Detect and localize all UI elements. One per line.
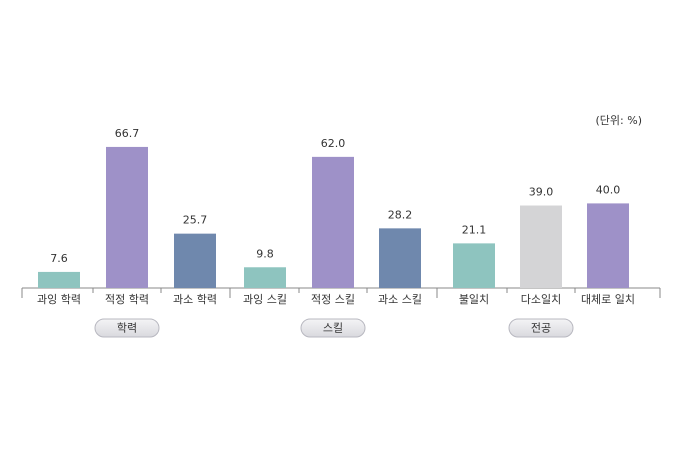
value-label: 7.6	[50, 252, 68, 265]
bar	[453, 243, 495, 288]
bar	[244, 267, 286, 288]
group-label: 학력	[117, 322, 137, 335]
value-label: 39.0	[529, 186, 554, 199]
x-tick-label: 과소 학력	[173, 293, 217, 306]
x-tick-label: 적정 학력	[105, 293, 149, 306]
bar	[520, 205, 562, 288]
x-tick-label: 다소일치	[521, 292, 561, 306]
group-label: 전공	[531, 322, 551, 335]
bar	[587, 203, 629, 288]
value-label: 66.7	[115, 127, 140, 140]
value-label: 25.7	[183, 214, 208, 227]
bar	[174, 233, 216, 288]
bar	[312, 156, 354, 288]
x-tick-label: 대체로 일치	[581, 292, 635, 306]
bar	[38, 271, 80, 288]
x-tick-label: 불일치	[459, 292, 489, 306]
value-label: 28.2	[388, 208, 413, 221]
value-label: 21.1	[462, 223, 487, 236]
unit-note: (단위: %)	[596, 114, 642, 127]
x-tick-label: 과잉 스킬	[243, 293, 287, 306]
value-label: 9.8	[256, 247, 274, 260]
bar	[379, 228, 421, 288]
group-pill	[94, 318, 160, 338]
group-pill	[508, 318, 574, 338]
group-label: 스킬	[323, 322, 343, 335]
x-tick-label: 적정 스킬	[311, 293, 355, 306]
value-label: 62.0	[321, 137, 346, 150]
value-label: 40.0	[596, 183, 621, 196]
x-tick-label: 과소 스킬	[378, 293, 422, 306]
bar	[106, 146, 148, 288]
group-pill	[300, 318, 366, 338]
x-tick-label: 과잉 학력	[37, 293, 81, 306]
